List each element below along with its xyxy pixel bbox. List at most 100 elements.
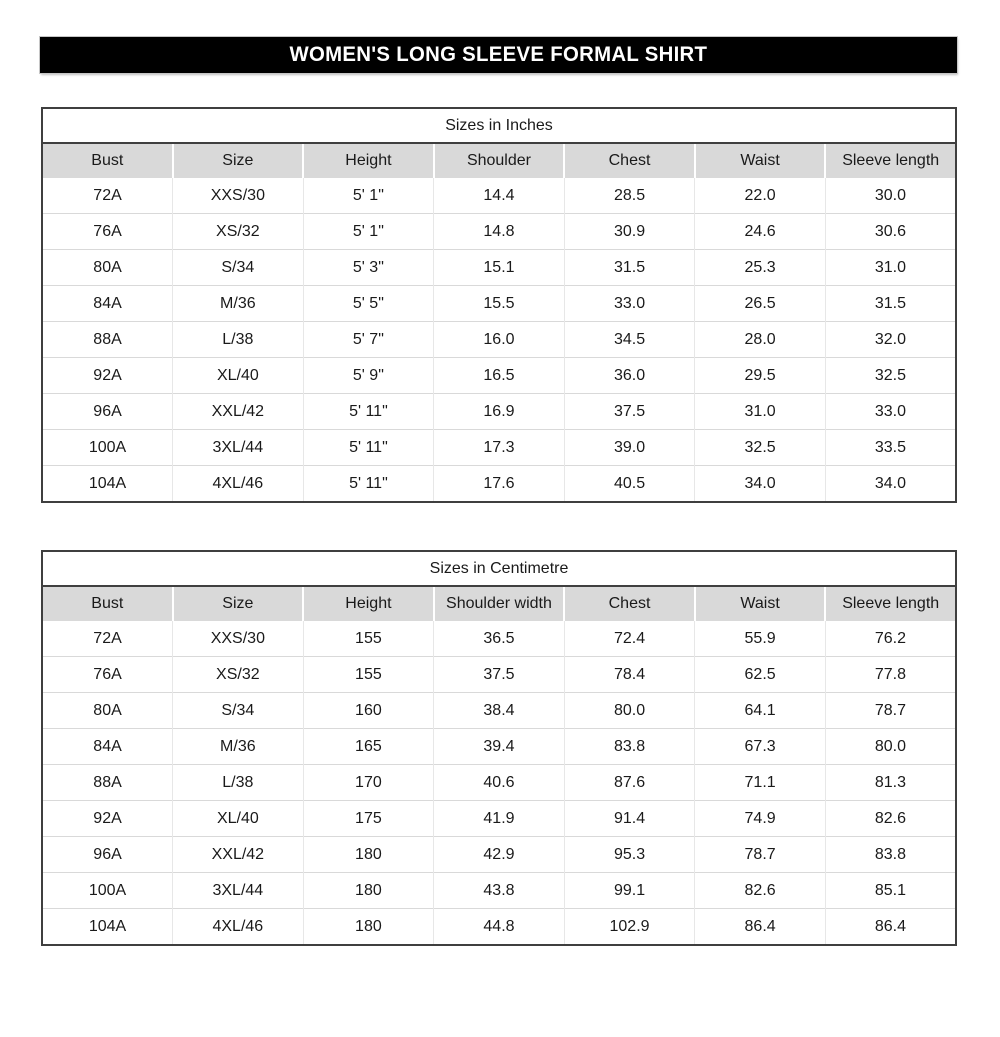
table-cell: 83.8 [824,836,956,873]
table-cell: XXL/42 [172,393,304,430]
table-cell: 88A [42,764,173,801]
table-cell: 31.0 [824,249,956,286]
table-cell: 37.5 [563,393,695,430]
table-cell: 5' 11" [302,429,434,466]
table-cell: 38.4 [433,692,565,729]
table-cell: 3XL/44 [172,429,304,466]
inches-table-caption: Sizes in Inches [42,108,956,144]
column-header-bust: Bust [42,586,173,621]
table-cell: 17.6 [433,465,565,502]
table-cell: XL/40 [172,800,304,837]
table-cell: 155 [302,621,434,657]
table-cell: 34.0 [824,465,956,502]
table-row: 88A L/38 5' 7" 16.0 34.5 28.0 32.0 [42,321,956,358]
table-cell: 17.3 [433,429,565,466]
table-cell: 100A [42,429,173,466]
inches-caption-row: Sizes in Inches [42,108,956,144]
table-cell: 72A [42,178,173,214]
table-cell: 67.3 [694,728,826,765]
table-cell: 42.9 [433,836,565,873]
table-cell: 88A [42,321,173,358]
table-cell: 180 [302,872,434,909]
table-cell: 83.8 [563,728,695,765]
table-cell: 76A [42,656,173,693]
table-cell: 5' 5" [302,285,434,322]
table-cell: 80.0 [824,728,956,765]
inches-header-row: Bust Size Height Shoulder Chest Waist Sl… [42,143,956,178]
table-cell: 22.0 [694,178,826,214]
table-cell: XXS/30 [172,178,304,214]
table-cell: 77.8 [824,656,956,693]
cm-table-caption: Sizes in Centimetre [42,551,956,587]
table-cell: L/38 [172,764,304,801]
table-cell: 16.5 [433,357,565,394]
table-cell: 104A [42,908,173,945]
table-cell: 31.5 [824,285,956,322]
table-cell: M/36 [172,728,304,765]
table-cell: 55.9 [694,621,826,657]
table-cell: 16.0 [433,321,565,358]
table-cell: 4XL/46 [172,908,304,945]
table-cell: 104A [42,465,173,502]
table-cell: 34.5 [563,321,695,358]
table-row: 96A XXL/42 180 42.9 95.3 78.7 83.8 [42,836,956,873]
cm-table-body: 72A XXS/30 155 36.5 72.4 55.9 76.2 76A XS/32 155 3… [42,621,956,945]
table-row: 84A M/36 165 39.4 83.8 67.3 80.0 [42,728,956,765]
table-cell: 16.9 [433,393,565,430]
column-header-shoulder: Shoulder [432,143,565,178]
table-cell: 39.0 [563,429,695,466]
table-cell: 5' 11" [302,465,434,502]
table-cell: 91.4 [563,800,695,837]
table-cell: 100A [42,872,173,909]
table-cell: 33.0 [824,393,956,430]
table-cell: 5' 11" [302,393,434,430]
table-cell: 82.6 [694,872,826,909]
table-row: 76A XS/32 155 37.5 78.4 62.5 77.8 [42,656,956,693]
title-banner: WOMEN'S LONG SLEEVE FORMAL SHIRT [40,37,957,73]
column-header-waist: Waist [693,143,826,178]
table-cell: 3XL/44 [172,872,304,909]
table-cell: 15.1 [433,249,565,286]
table-cell: 80A [42,249,173,286]
table-cell: 40.5 [563,465,695,502]
table-cell: XS/32 [172,213,304,250]
cm-header-row: Bust Size Height Shoulder width Chest Wa… [42,586,956,621]
table-cell: 32.0 [824,321,956,358]
table-cell: 74.9 [694,800,826,837]
column-header-height: Height [302,586,434,621]
table-cell: 33.0 [563,285,695,322]
page-title: WOMEN'S LONG SLEEVE FORMAL SHIRT [289,43,708,66]
table-cell: 36.5 [433,621,565,657]
table-cell: 43.8 [433,872,565,909]
inches-size-table: Sizes in Inches Bust Size Height Shoulde… [41,107,957,503]
column-header-height: Height [302,143,434,178]
table-cell: 44.8 [433,908,565,945]
column-header-chest: Chest [563,143,695,178]
table-cell: 160 [302,692,434,729]
table-cell: 64.1 [694,692,826,729]
table-cell: M/36 [172,285,304,322]
table-cell: 87.6 [563,764,695,801]
table-cell: XS/32 [172,656,304,693]
table-cell: 36.0 [563,357,695,394]
table-cell: 92A [42,800,173,837]
table-row: 80A S/34 5' 3" 15.1 31.5 25.3 31.0 [42,249,956,286]
table-cell: 34.0 [694,465,826,502]
table-cell: 78.4 [563,656,695,693]
table-cell: 86.4 [694,908,826,945]
table-cell: 82.6 [824,800,956,837]
table-cell: 76.2 [824,621,956,657]
table-cell: 14.8 [433,213,565,250]
table-cell: 155 [302,656,434,693]
table-cell: 84A [42,728,173,765]
table-cell: 5' 9" [302,357,434,394]
table-cell: 175 [302,800,434,837]
cm-caption-row: Sizes in Centimetre [42,551,956,587]
column-header-bust: Bust [42,143,173,178]
table-row: 104A 4XL/46 5' 11" 17.6 40.5 34.0 34.0 [42,465,956,502]
column-header-sleeve-length: Sleeve length [824,143,956,178]
table-cell: 32.5 [824,357,956,394]
table-cell: 72A [42,621,173,657]
table-cell: 85.1 [824,872,956,909]
table-cell: 33.5 [824,429,956,466]
